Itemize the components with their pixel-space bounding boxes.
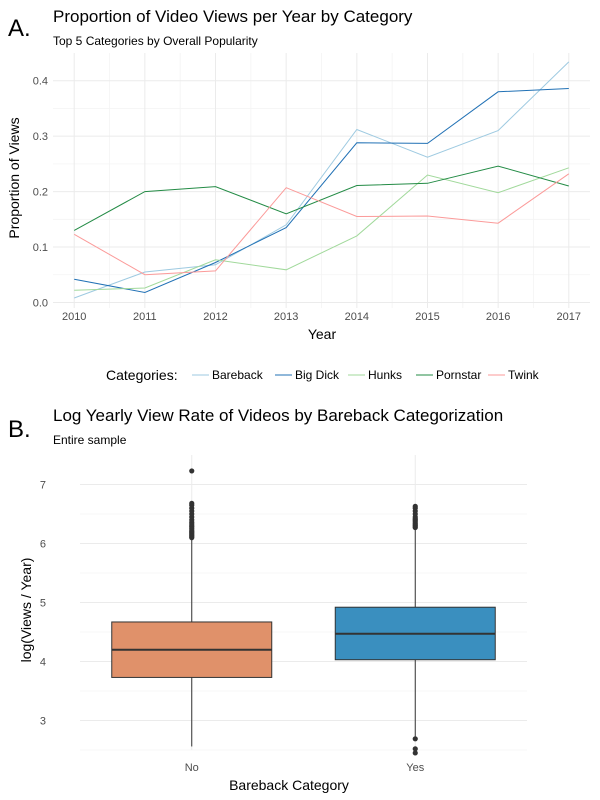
chart-a-series-line-twink (73, 173, 570, 276)
chart-a-x-tick-label: 2014 (345, 311, 369, 323)
chart-a-x-tick-label: 2015 (415, 311, 439, 323)
chart-b: 3 4 5 6 7 No Yes (40, 455, 527, 774)
chart-b-x-tick-labels: No Yes (185, 762, 425, 774)
chart-b-outlier-no (189, 500, 195, 506)
chart-b-x-tick-label: Yes (406, 762, 424, 774)
chart-a-series-line-bareback (74, 61, 570, 299)
chart-a-series-lines (73, 61, 570, 299)
chart-b-y-tick-label: 6 (40, 539, 46, 551)
chart-a-series-line-pornstar (73, 165, 569, 231)
chart-a-x-tick-label: 2011 (133, 311, 157, 323)
chart-b-outlier-yes (412, 736, 418, 742)
chart-a-legend-label-bareback: Bareback (212, 368, 264, 382)
chart-a-x-tick-label: 2012 (203, 311, 227, 323)
chart-b-outlier-yes (412, 750, 418, 756)
chart-a: 0.0 0.1 0.2 0.3 0.4 2010 2011 2012 2013 2014 2015… (33, 53, 590, 323)
chart-b-y-tick-labels: 3 4 5 6 7 (40, 480, 46, 728)
chart-a-x-tick-label: 2010 (62, 311, 86, 323)
chart-b-subtitle: Entire sample (53, 433, 127, 447)
chart-b-y-tick-label: 7 (40, 480, 46, 492)
chart-a-x-tick-label: 2017 (557, 311, 581, 323)
chart-a-y-axis-title: Proportion of Views (6, 117, 22, 238)
chart-a-subtitle: Top 5 Categories by Overall Popularity (53, 34, 258, 48)
chart-a-series-line-big-dick (74, 88, 569, 294)
chart-b-y-tick-label: 3 (40, 716, 46, 728)
chart-a-legend-title: Categories: (106, 367, 178, 383)
chart-a-y-tick-label: 0.2 (33, 187, 48, 199)
chart-a-y-tick-labels: 0.0 0.1 0.2 0.3 0.4 (33, 76, 48, 310)
chart-a-x-tick-label: 2013 (274, 311, 298, 323)
chart-b-y-tick-label: 5 (40, 598, 46, 610)
chart-b-y-tick-label: 4 (40, 657, 46, 669)
chart-b-boxes (111, 468, 496, 756)
chart-a-legend-label-twink: Twink (508, 368, 540, 382)
chart-a-legend-label-big-dick: Big Dick (295, 368, 340, 382)
chart-b-x-tick-label: No (185, 762, 199, 774)
panel-a-letter: A. (8, 15, 31, 42)
chart-b-outlier-yes (412, 746, 418, 752)
chart-b-x-axis-title: Bareback Category (229, 777, 349, 793)
chart-b-title: Log Yearly View Rate of Videos by Bareba… (53, 406, 503, 425)
chart-a-title: Proportion of Video Views per Year by Ca… (53, 7, 413, 26)
chart-a-y-tick-label: 0.0 (33, 297, 48, 309)
chart-b-gridlines (80, 455, 527, 751)
chart-b-y-axis-title: log(Views / Year) (18, 558, 34, 663)
chart-a-x-tick-label: 2016 (486, 311, 510, 323)
chart-a-y-tick-label: 0.4 (33, 76, 48, 88)
chart-a-legend: Categories: Bareback Big Dick Hunks Pornsta… (106, 367, 540, 383)
panel-b-letter: B. (8, 416, 31, 443)
chart-a-legend-label-hunks: Hunks (368, 368, 402, 382)
chart-a-legend-label-pornstar: Pornstar (436, 368, 481, 382)
chart-a-y-tick-label: 0.3 (33, 131, 48, 143)
chart-a-y-tick-label: 0.1 (33, 242, 48, 254)
chart-b-outlier-yes (412, 503, 418, 509)
chart-a-x-tick-labels: 2010 2011 2012 2013 2014 2015 2016 2017 (62, 311, 581, 323)
chart-a-x-axis-title: Year (308, 326, 337, 342)
chart-a-series-line-hunks (74, 167, 569, 291)
chart-b-outlier-no (189, 468, 195, 474)
